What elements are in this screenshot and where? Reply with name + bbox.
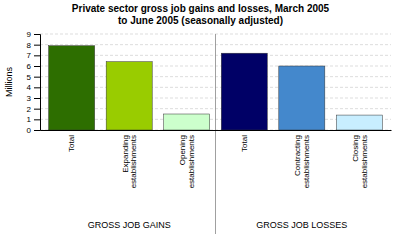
y-tick: 0 bbox=[27, 126, 40, 135]
bar bbox=[279, 66, 325, 130]
x-tick-label: Openingestablishments bbox=[178, 135, 196, 188]
y-axis-line bbox=[34, 35, 41, 131]
x-tick-label: Closingestablishments bbox=[351, 135, 369, 188]
y-tick-mark bbox=[34, 130, 40, 131]
y-tick: 9 bbox=[27, 30, 40, 39]
y-tick-mark bbox=[34, 45, 40, 46]
x-axis-line bbox=[41, 130, 392, 131]
y-tick: 7 bbox=[27, 51, 40, 60]
y-tick-label: 6 bbox=[27, 62, 32, 71]
y-tick-mark bbox=[34, 119, 40, 120]
group-label: GROSS JOB GAINS bbox=[88, 220, 171, 230]
y-tick-label: 1 bbox=[27, 115, 32, 124]
y-tick-mark bbox=[34, 109, 40, 110]
y-axis-title: Millions bbox=[4, 67, 14, 98]
x-tick: Expandingestablishments bbox=[121, 135, 139, 188]
y-tick-label: 0 bbox=[27, 126, 32, 135]
y-tick-mark bbox=[34, 34, 40, 35]
y-tick-mark bbox=[34, 87, 40, 88]
y-tick-mark bbox=[34, 55, 40, 56]
bar bbox=[164, 114, 210, 130]
y-tick: 4 bbox=[27, 83, 40, 92]
bar bbox=[221, 53, 267, 130]
x-tick: Total bbox=[240, 135, 249, 152]
x-tick-label: Total bbox=[67, 135, 76, 152]
y-tick-mark bbox=[34, 77, 40, 78]
group-label: GROSS JOB LOSSES bbox=[256, 220, 347, 230]
y-tick-mark bbox=[34, 66, 40, 67]
y-tick-label: 9 bbox=[27, 30, 32, 39]
chart: Private sector gross job gains and losse… bbox=[0, 0, 401, 238]
y-tick-mark bbox=[34, 98, 40, 99]
x-tick-label: Total bbox=[240, 135, 249, 152]
y-tick: 1 bbox=[27, 115, 40, 124]
y-tick-label: 4 bbox=[27, 83, 32, 92]
x-tick-label: Contractingestablishments bbox=[293, 135, 311, 188]
y-tick: 2 bbox=[27, 105, 40, 114]
y-tick: 3 bbox=[27, 94, 40, 103]
y-tick-label: 2 bbox=[27, 105, 32, 114]
y-tick-label: 7 bbox=[27, 51, 32, 60]
x-axis: Total Expandingestablishments Openingestab… bbox=[41, 131, 392, 189]
x-tick: Contractingestablishments bbox=[293, 135, 311, 188]
bar bbox=[106, 62, 152, 130]
y-tick-label: 8 bbox=[27, 41, 32, 50]
y-tick: 5 bbox=[27, 73, 40, 82]
x-tick-label: Expandingestablishments bbox=[121, 135, 139, 188]
y-tick-label: 5 bbox=[27, 73, 32, 82]
y-tick: 6 bbox=[27, 62, 40, 71]
y-tick: 8 bbox=[27, 41, 40, 50]
group-divider bbox=[215, 34, 216, 234]
y-tick-label: 3 bbox=[27, 94, 32, 103]
bar bbox=[49, 46, 95, 130]
bar bbox=[336, 115, 382, 130]
x-tick: Total bbox=[67, 135, 76, 152]
title: Private sector gross job gains and losse… bbox=[72, 3, 330, 26]
plot: 0 12 3 45 6 78 9 Total Expandingestablishments Op… bbox=[27, 30, 392, 234]
x-tick: Closingestablishments bbox=[351, 135, 369, 188]
x-tick: Openingestablishments bbox=[178, 135, 196, 188]
y-axis: 0 12 3 45 6 78 9 bbox=[27, 30, 41, 135]
